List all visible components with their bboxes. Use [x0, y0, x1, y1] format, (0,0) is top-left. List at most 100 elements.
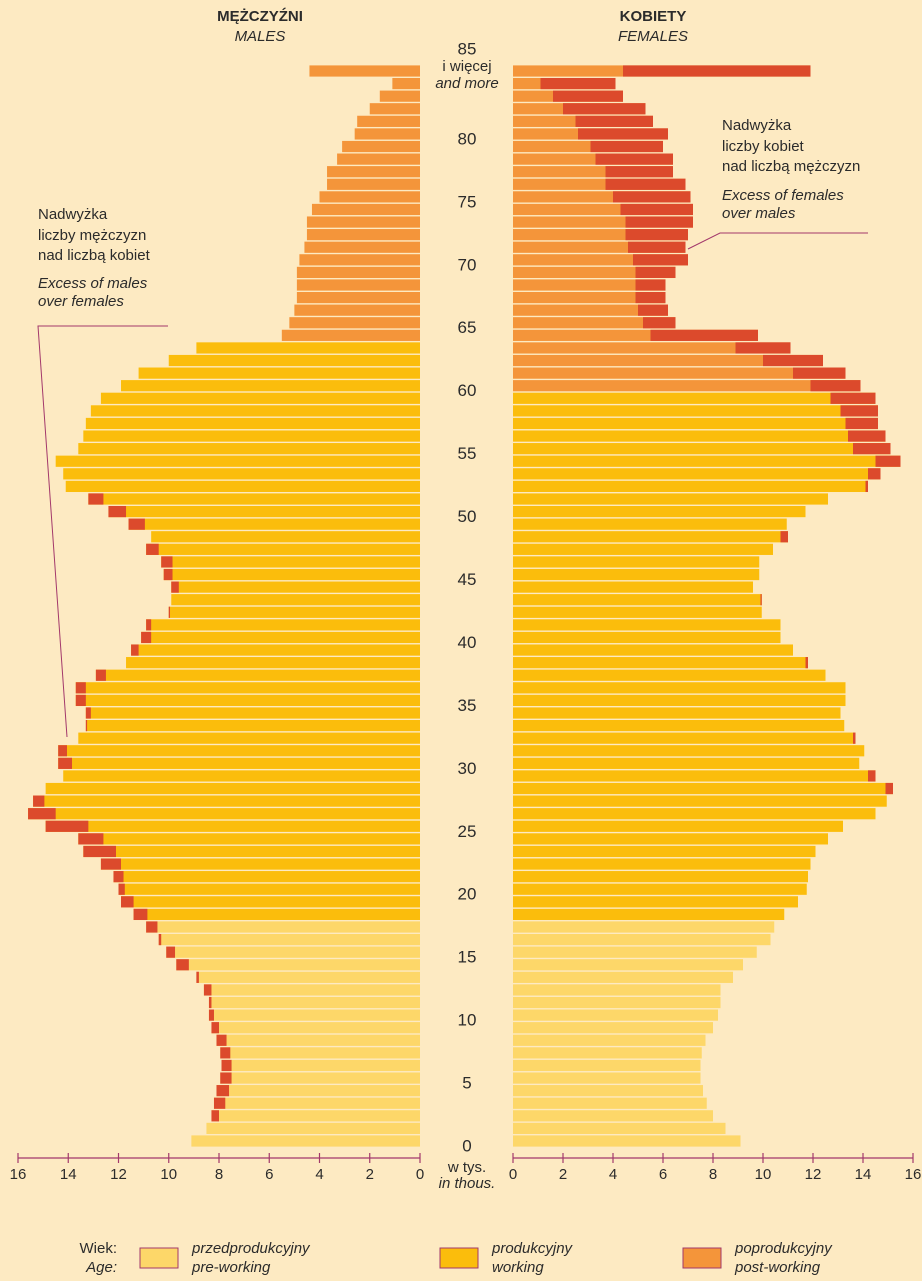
excess-bar [28, 808, 56, 820]
excess-bar [590, 140, 663, 153]
bar [90, 405, 421, 417]
bar [513, 241, 686, 253]
excess-bar [885, 782, 893, 795]
bar [63, 770, 420, 782]
excess-bar [146, 619, 152, 631]
bar [513, 153, 673, 165]
bar [513, 971, 733, 983]
legend-label: pre-working [191, 1259, 271, 1276]
excess-bar [211, 1022, 219, 1034]
x-tick-label: 0 [416, 1166, 424, 1183]
bar [513, 518, 787, 530]
bar [513, 896, 798, 908]
excess-bar [563, 103, 646, 115]
excess-bar [220, 1047, 231, 1059]
x-tick-label: 14 [855, 1166, 872, 1183]
excess-bar [113, 871, 124, 883]
bar [513, 203, 693, 216]
excess-bar [875, 455, 901, 467]
bar [83, 430, 420, 442]
bar [306, 229, 420, 241]
x-tick-label: 14 [60, 1166, 77, 1183]
age-label: 45 [458, 570, 477, 589]
bar [513, 291, 666, 304]
bar [311, 203, 420, 216]
excess-bar [208, 996, 212, 1009]
excess-bar [166, 946, 176, 958]
excess-bar [58, 745, 67, 757]
excess-bar [650, 329, 758, 341]
bar [513, 229, 688, 241]
annotation: nad liczbą kobiet [38, 247, 151, 264]
bar [513, 505, 806, 518]
legend-label: produkcyjny [491, 1240, 574, 1257]
bar [131, 644, 420, 656]
bar [108, 505, 420, 518]
excess-bar [45, 820, 89, 832]
bar [158, 933, 420, 946]
age-label: 20 [458, 885, 477, 904]
bar [513, 871, 808, 883]
x-tick-label: 10 [160, 1166, 177, 1183]
bar [211, 1022, 420, 1034]
x-tick-label: 16 [10, 1166, 27, 1183]
annotation: over females [38, 293, 124, 310]
bar [513, 178, 686, 190]
legend-swatch [439, 1247, 479, 1269]
excess-bar [176, 959, 189, 971]
bar [513, 682, 846, 694]
bar [513, 304, 668, 316]
excess-bar [553, 90, 623, 102]
bar [208, 1009, 420, 1021]
right-title: KOBIETY [620, 8, 687, 25]
leader-line [37, 325, 168, 738]
excess-bar [635, 291, 666, 304]
bar [513, 417, 878, 430]
annotation: liczby kobiet [722, 138, 805, 155]
excess-bar [805, 657, 808, 669]
bar [171, 581, 420, 593]
bar [354, 128, 420, 140]
bar [45, 782, 420, 795]
excess-bar [853, 732, 856, 744]
excess-bar [161, 556, 173, 568]
bar [121, 380, 420, 392]
bar [513, 216, 693, 228]
bar [513, 619, 781, 631]
x-tick-label: 2 [366, 1166, 374, 1183]
bar [513, 568, 760, 581]
bar [65, 480, 421, 493]
bar [513, 430, 886, 442]
excess-bar [623, 65, 811, 77]
excess-bar [118, 883, 125, 895]
bar [58, 757, 420, 769]
age-label: 15 [458, 948, 477, 967]
bar [513, 329, 758, 341]
excess-bar [133, 908, 148, 921]
left-title: MĘŻCZYŹNI [217, 8, 303, 25]
excess-bar [845, 417, 878, 430]
bar [191, 1135, 420, 1147]
excess-bar [868, 770, 876, 782]
age-label: 35 [458, 696, 477, 715]
bar [513, 820, 843, 832]
annotation: Nadwyżka [38, 206, 108, 223]
x-tick-label: 8 [215, 1166, 223, 1183]
bar [513, 606, 762, 618]
bar [513, 959, 743, 971]
bar [78, 443, 421, 455]
annotation: Nadwyżka [722, 117, 792, 134]
excess-bar [78, 833, 104, 845]
bar [513, 543, 773, 555]
bar [392, 77, 420, 90]
bar [28, 808, 421, 820]
bar [513, 946, 757, 958]
bar [208, 996, 420, 1009]
x-tick-label: 16 [905, 1166, 922, 1183]
bar [513, 707, 841, 719]
bar [513, 694, 846, 707]
excess-bar [85, 707, 91, 719]
bar [513, 1097, 707, 1109]
bar [513, 770, 876, 782]
excess-bar [146, 921, 158, 933]
